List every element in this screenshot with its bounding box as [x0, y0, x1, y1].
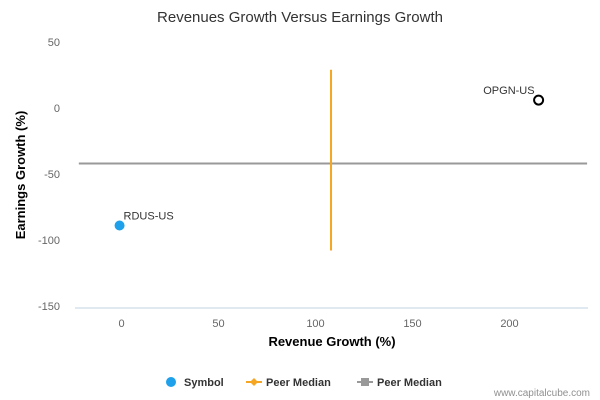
legend-label: Peer Median — [266, 377, 331, 389]
y-tick-label: 0 — [54, 103, 60, 115]
x-axis-title: Revenue Growth (%) — [268, 334, 395, 349]
y-tick-label: -100 — [38, 235, 60, 247]
x-tick-label: 0 — [118, 318, 124, 330]
legend-label: Peer Median — [377, 377, 442, 389]
credit-text: www.capitalcube.com — [493, 388, 590, 399]
y-tick-label: -150 — [38, 301, 60, 313]
chart-title: Revenues Growth Versus Earnings Growth — [157, 9, 443, 26]
legend-marker-square — [361, 378, 369, 386]
legend-marker-diamond — [250, 378, 258, 386]
x-tick-label: 50 — [212, 318, 224, 330]
legend: Symbol Peer Median Peer Median — [166, 377, 442, 389]
point-label: RDUS-US — [124, 210, 174, 222]
point-label: OPGN-US — [483, 85, 534, 97]
data-point — [533, 94, 545, 106]
plot-area: 0 50 100 150 200 50 0 -50 -100 -150 RDUS-US OPGN-US — [38, 37, 588, 330]
legend-label: Symbol — [184, 377, 224, 389]
y-tick-label: 50 — [48, 37, 60, 49]
x-tick-label: 200 — [500, 318, 518, 330]
y-tick-label: -50 — [44, 169, 60, 181]
x-tick-label: 100 — [306, 318, 324, 330]
y-axis-title: Earnings Growth (%) — [13, 111, 28, 240]
legend-marker-circle — [166, 377, 176, 387]
x-tick-label: 150 — [403, 318, 421, 330]
data-point — [114, 220, 125, 231]
